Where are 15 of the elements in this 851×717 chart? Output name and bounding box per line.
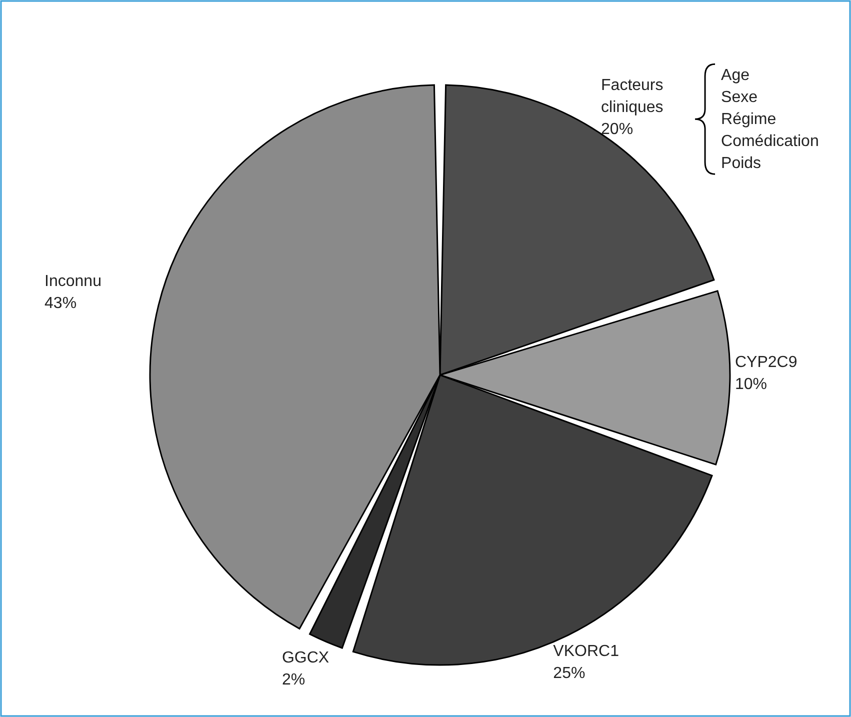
slice-label: VKORC1	[553, 642, 620, 660]
text: Sexe	[721, 89, 758, 106]
slice-label: Inconnu	[44, 272, 102, 290]
text: Comédication	[721, 133, 819, 150]
data-label: 2%	[282, 672, 306, 689]
data-label: 10%	[734, 376, 768, 394]
slice-label: GGCX	[282, 650, 330, 667]
text: Age	[721, 67, 750, 84]
slice-label: Facteurs cliniques	[601, 77, 664, 116]
slice-label: CYP2C9	[734, 354, 798, 372]
data-label: 43%	[44, 294, 77, 312]
text: Poids	[721, 155, 762, 172]
data-label: 20%	[601, 121, 634, 138]
text: Régime	[721, 111, 776, 128]
data-label: 25%	[553, 664, 586, 682]
